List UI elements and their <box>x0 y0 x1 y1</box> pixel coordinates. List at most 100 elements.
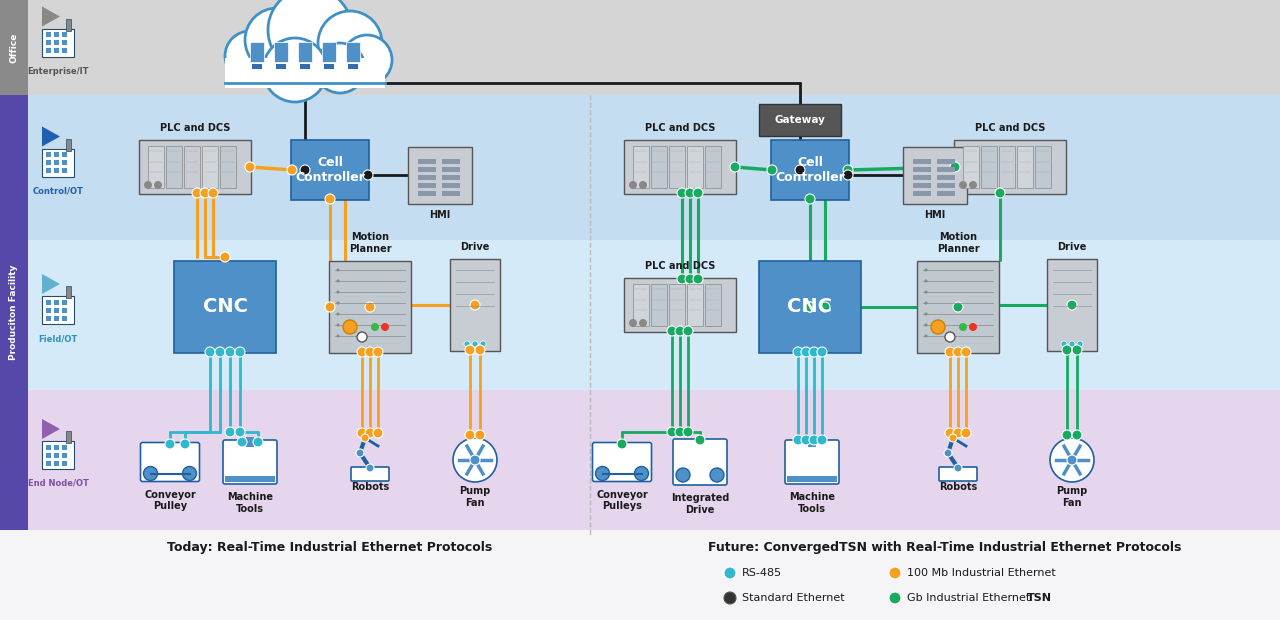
Text: Office: Office <box>9 32 18 63</box>
Circle shape <box>356 449 364 457</box>
Circle shape <box>639 319 646 327</box>
Text: PLC and DCS: PLC and DCS <box>975 123 1046 133</box>
Text: Integrated
Drive: Integrated Drive <box>671 493 730 515</box>
Circle shape <box>924 312 928 316</box>
Bar <box>252 64 262 69</box>
Circle shape <box>372 428 383 438</box>
FancyBboxPatch shape <box>141 443 200 482</box>
Circle shape <box>685 188 695 198</box>
Circle shape <box>794 435 803 445</box>
Circle shape <box>143 181 152 189</box>
Circle shape <box>684 427 692 437</box>
Circle shape <box>236 427 244 437</box>
Circle shape <box>617 439 627 449</box>
Text: Motion
Planner: Motion Planner <box>348 232 392 254</box>
Circle shape <box>924 301 928 304</box>
Circle shape <box>817 435 827 445</box>
Circle shape <box>961 428 972 438</box>
Circle shape <box>924 324 928 327</box>
Text: Robots: Robots <box>938 482 977 492</box>
Bar <box>42 29 74 56</box>
Bar <box>54 32 59 37</box>
Circle shape <box>325 194 335 204</box>
Bar <box>166 146 182 188</box>
Bar <box>46 168 50 173</box>
Circle shape <box>244 8 308 72</box>
Circle shape <box>924 280 928 283</box>
Circle shape <box>1073 345 1082 355</box>
Circle shape <box>969 181 977 189</box>
Circle shape <box>948 434 957 442</box>
Circle shape <box>844 170 852 180</box>
FancyBboxPatch shape <box>954 140 1066 194</box>
Polygon shape <box>42 274 60 294</box>
FancyBboxPatch shape <box>673 439 727 485</box>
Circle shape <box>635 466 649 480</box>
Bar <box>54 40 59 45</box>
Circle shape <box>337 301 339 304</box>
Circle shape <box>337 335 339 337</box>
Circle shape <box>595 466 609 480</box>
Bar <box>61 299 67 304</box>
FancyBboxPatch shape <box>408 146 472 203</box>
Circle shape <box>337 324 339 327</box>
Circle shape <box>287 165 297 175</box>
Bar <box>46 299 50 304</box>
Circle shape <box>365 302 375 312</box>
Bar <box>705 146 721 188</box>
Bar <box>937 191 955 196</box>
Bar <box>46 40 50 45</box>
FancyBboxPatch shape <box>759 104 841 136</box>
Text: Conveyor
Pulley: Conveyor Pulley <box>145 490 196 511</box>
Circle shape <box>143 466 157 480</box>
Bar <box>61 461 67 466</box>
Bar <box>54 445 59 449</box>
Circle shape <box>372 347 383 357</box>
Bar <box>442 159 460 164</box>
Text: Machine
Tools: Machine Tools <box>227 492 273 513</box>
Bar <box>61 453 67 458</box>
Bar <box>67 286 70 298</box>
FancyBboxPatch shape <box>329 261 411 353</box>
Bar <box>61 160 67 165</box>
Circle shape <box>364 170 372 180</box>
Circle shape <box>954 347 963 357</box>
Circle shape <box>710 468 724 482</box>
Text: Enterprise/IT: Enterprise/IT <box>27 66 88 76</box>
Circle shape <box>253 437 262 447</box>
Circle shape <box>809 347 819 357</box>
FancyBboxPatch shape <box>593 443 652 482</box>
Bar <box>419 167 436 172</box>
Circle shape <box>154 181 163 189</box>
Bar <box>225 58 385 88</box>
Bar <box>419 191 436 196</box>
Circle shape <box>453 438 497 482</box>
Polygon shape <box>42 419 60 439</box>
Circle shape <box>225 427 236 437</box>
Text: Cell
Controller: Cell Controller <box>296 156 365 184</box>
FancyBboxPatch shape <box>223 440 276 484</box>
Bar <box>46 453 50 458</box>
Text: 100 Mb Industrial Ethernet: 100 Mb Industrial Ethernet <box>908 568 1056 578</box>
Bar <box>28 390 1280 530</box>
Circle shape <box>165 439 175 449</box>
Bar <box>42 149 74 177</box>
Circle shape <box>236 347 244 357</box>
Bar <box>225 476 275 482</box>
Circle shape <box>1062 345 1073 355</box>
Circle shape <box>357 428 367 438</box>
Circle shape <box>200 188 210 198</box>
Bar <box>0 0 28 95</box>
Bar <box>246 437 253 447</box>
Circle shape <box>365 428 375 438</box>
Bar <box>669 146 685 188</box>
Bar <box>687 146 703 188</box>
Circle shape <box>215 347 225 357</box>
Circle shape <box>1068 455 1076 465</box>
Circle shape <box>1069 341 1075 347</box>
FancyBboxPatch shape <box>140 140 251 194</box>
Bar <box>705 284 721 326</box>
Circle shape <box>801 435 812 445</box>
Circle shape <box>817 347 827 357</box>
Bar <box>61 40 67 45</box>
